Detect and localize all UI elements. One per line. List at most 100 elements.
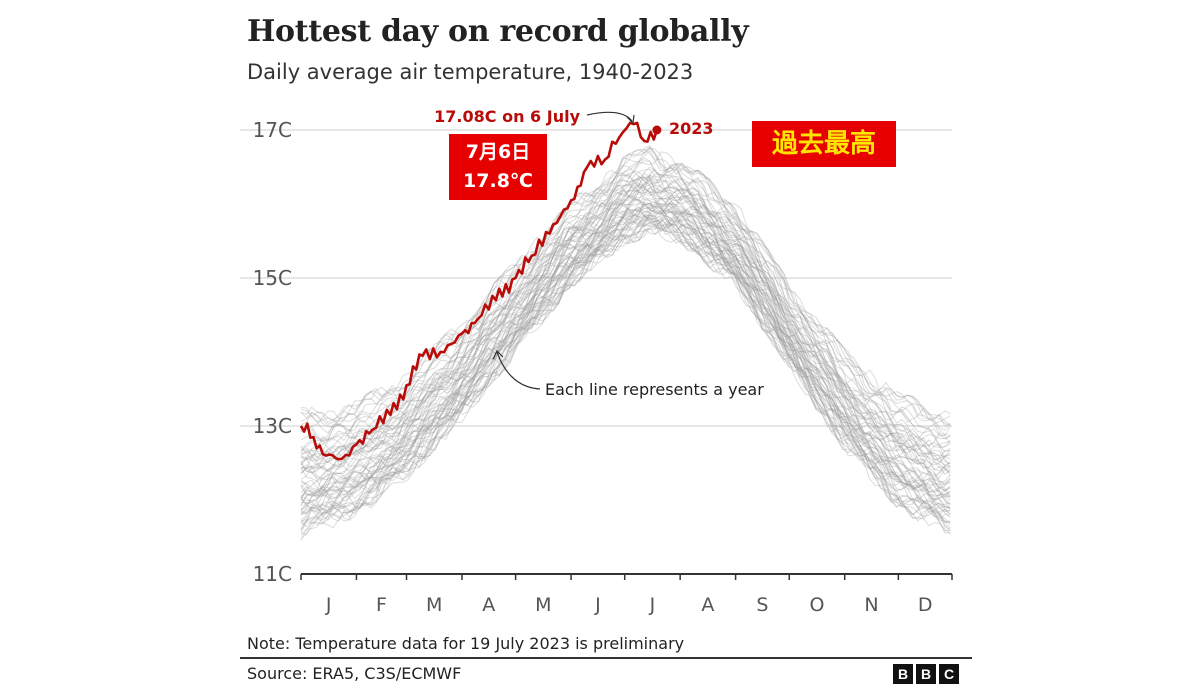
x-tick-label: F [376, 594, 387, 616]
history-year-line [300, 171, 951, 460]
history-year-line [300, 217, 951, 536]
history-year-line [300, 219, 951, 532]
history-year-line [300, 210, 951, 512]
bbc-logo-b2: B [916, 664, 936, 684]
history-arrowhead [492, 349, 504, 360]
history-year-line [300, 215, 951, 526]
history-year-line [300, 208, 951, 515]
history-year-line [300, 148, 951, 427]
history-year-line [300, 197, 951, 501]
history-year-line [300, 160, 951, 448]
history-year-line [300, 173, 951, 466]
date-callout-date: 7月6日 [465, 141, 531, 163]
date-callout: 7月6日 17.8℃ [449, 134, 547, 200]
x-tick-label: A [482, 594, 495, 616]
history-year-line [300, 216, 951, 532]
x-tick-label: J [649, 594, 656, 616]
series-2023-label: 2023 [669, 119, 714, 138]
history-year-line [300, 218, 951, 525]
history-year-line [300, 147, 951, 436]
history-year-line [300, 185, 951, 491]
footer-divider [240, 657, 972, 659]
series-2023-endpoint [652, 125, 662, 135]
history-year-line [300, 200, 951, 506]
history-year-line [300, 177, 951, 475]
history-year-line [300, 207, 951, 515]
history-year-line [300, 157, 951, 446]
x-tick-label: D [918, 594, 933, 616]
x-tick-label: J [325, 594, 332, 616]
date-callout-temp: 17.8℃ [463, 170, 533, 192]
history-year-line [300, 217, 951, 531]
history-year-line [300, 178, 951, 471]
history-year-line [300, 172, 951, 464]
history-year-line [300, 196, 951, 496]
peak-annotation: 17.08C on 6 July [434, 107, 580, 126]
history-year-line [300, 196, 951, 498]
history-year-line [300, 206, 951, 515]
history-year-line [300, 197, 951, 491]
source-text: Source: ERA5, C3S/ECMWF [247, 664, 462, 683]
history-year-line [300, 171, 951, 463]
note-text: Note: Temperature data for 19 July 2023 … [247, 634, 685, 653]
history-year-line [300, 188, 951, 483]
history-year-line [300, 151, 951, 430]
history-year-line [300, 173, 951, 459]
history-year-line [300, 176, 951, 467]
peak-arrowhead [626, 114, 635, 125]
history-year-line [300, 205, 951, 502]
y-tick-label: 11C [253, 562, 292, 586]
y-tick-label: 17C [253, 118, 292, 142]
series-2023-line [299, 121, 659, 461]
peak-arrow [586, 111, 633, 122]
history-year-line [300, 201, 951, 498]
history-year-line [300, 164, 951, 442]
chart-title: Hottest day on record globally [247, 14, 749, 49]
history-year-line [300, 203, 951, 511]
x-tick-label: J [594, 594, 601, 616]
record-callout: 過去最高 [752, 121, 896, 167]
history-year-line [300, 178, 951, 471]
history-year-line [300, 224, 951, 541]
history-year-line [300, 222, 951, 539]
bbc-logo-c: C [939, 664, 959, 684]
history-year-line [300, 210, 951, 516]
history-year-line [300, 202, 951, 500]
history-year-line [300, 174, 951, 477]
history-year-line [300, 202, 951, 509]
history-year-line [300, 212, 951, 529]
history-year-line [300, 215, 951, 530]
chart-subtitle: Daily average air temperature, 1940-2023 [247, 60, 694, 84]
history-year-line [300, 168, 951, 468]
history-year-line [300, 194, 951, 494]
history-year-line [300, 206, 951, 515]
x-tick-label: M [426, 594, 442, 616]
history-year-line [300, 199, 951, 506]
history-year-line [300, 220, 951, 535]
history-year-line [300, 204, 951, 515]
x-tick-label: O [809, 594, 824, 616]
history-year-line [300, 183, 951, 473]
history-year-line [300, 174, 951, 472]
y-tick-label: 13C [253, 414, 292, 438]
x-tick-label: A [701, 594, 714, 616]
history-year-line [300, 180, 951, 480]
history-annotation: Each line represents a year [545, 380, 764, 399]
history-year-line [300, 210, 951, 515]
x-tick-label: S [756, 594, 768, 616]
history-year-line [300, 207, 951, 508]
history-year-line [300, 203, 951, 504]
history-year-line [300, 189, 951, 474]
x-tick-label: M [535, 594, 551, 616]
history-arrow [496, 351, 541, 390]
history-year-line [300, 173, 951, 461]
bbc-logo-b1: B [893, 664, 913, 684]
bbc-logo: B B C [893, 664, 959, 684]
history-year-line [300, 183, 951, 487]
y-tick-label: 15C [253, 266, 292, 290]
history-year-line [300, 181, 951, 477]
history-year-line [300, 166, 951, 454]
history-year-line [300, 202, 951, 509]
history-year-line [300, 184, 951, 484]
